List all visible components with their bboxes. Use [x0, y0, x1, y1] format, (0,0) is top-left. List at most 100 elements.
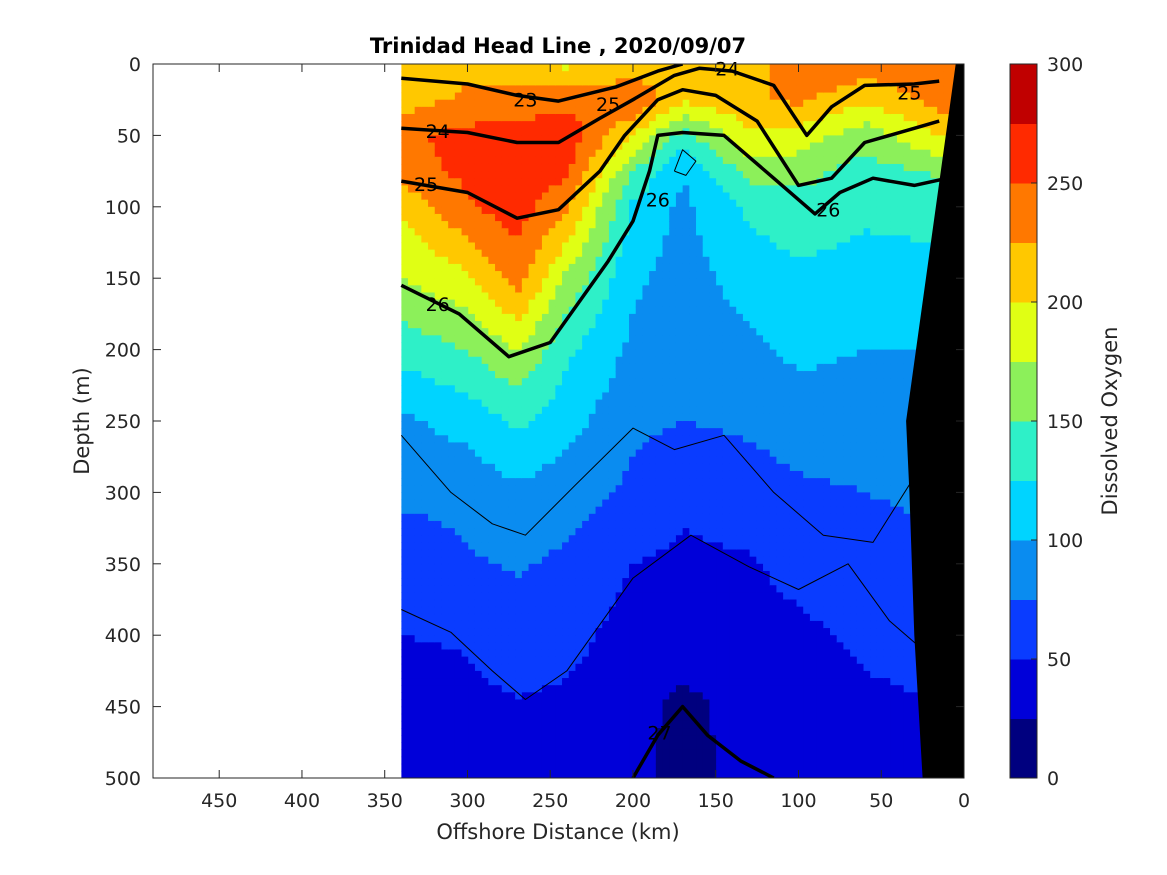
oxygen-cell [434, 99, 443, 108]
oxygen-cell [568, 285, 577, 294]
oxygen-cell [716, 570, 724, 579]
oxygen-cell [528, 628, 536, 636]
oxygen-cell [428, 713, 436, 722]
oxygen-cell [608, 556, 617, 565]
oxygen-cell [649, 506, 657, 515]
oxygen-cell [575, 720, 583, 729]
oxygen-cell [675, 342, 684, 351]
oxygen-cell [541, 163, 550, 172]
oxygen-cell [521, 292, 530, 301]
oxygen-cell [421, 449, 429, 458]
oxygen-cell [629, 670, 637, 679]
oxygen-cell [608, 128, 617, 136]
oxygen-cell [461, 749, 469, 758]
oxygen-cell [441, 371, 449, 379]
oxygen-cell [722, 213, 731, 222]
oxygen-cell [548, 142, 556, 151]
oxygen-cell [682, 399, 690, 408]
oxygen-cell [642, 356, 650, 365]
oxygen-cell [716, 106, 724, 115]
oxygen-cell [689, 185, 697, 194]
oxygen-cell [428, 449, 436, 458]
oxygen-cell [481, 128, 489, 136]
oxygen-cell [702, 335, 711, 344]
oxygen-cell [582, 356, 590, 365]
oxygen-cell [428, 156, 436, 165]
oxygen-cell [675, 720, 684, 729]
oxygen-cell [401, 713, 409, 722]
oxygen-cell [488, 178, 496, 186]
oxygen-cell [488, 106, 496, 115]
oxygen-cell [595, 321, 603, 329]
oxygen-cell [575, 156, 583, 165]
oxygen-cell [528, 71, 536, 79]
oxygen-cell [407, 756, 416, 765]
oxygen-cell [669, 342, 677, 351]
oxygen-cell [588, 92, 597, 101]
oxygen-cell [675, 192, 684, 201]
oxygen-cell [595, 506, 603, 515]
oxygen-cell [407, 406, 416, 415]
oxygen-cell [588, 142, 597, 151]
oxygen-cell [555, 378, 563, 386]
oxygen-cell [682, 513, 690, 522]
oxygen-cell [615, 392, 623, 401]
oxygen-cell [582, 413, 590, 422]
oxygen-cell [675, 213, 684, 222]
oxygen-cell [488, 678, 496, 686]
oxygen-cell [481, 185, 489, 194]
oxygen-cell [428, 463, 436, 472]
oxygen-cell [541, 221, 550, 229]
oxygen-cell [716, 292, 724, 301]
oxygen-cell [407, 199, 416, 208]
oxygen-cell [582, 620, 590, 629]
oxygen-cell [622, 756, 630, 765]
oxygen-cell [689, 106, 697, 115]
oxygen-cell [461, 592, 469, 601]
oxygen-cell [461, 570, 469, 579]
oxygen-cell [629, 71, 637, 79]
oxygen-cell [709, 528, 717, 536]
oxygen-cell [535, 742, 543, 751]
oxygen-cell [575, 763, 583, 772]
oxygen-cell [608, 156, 617, 165]
oxygen-cell [414, 192, 422, 201]
oxygen-cell [414, 649, 422, 658]
oxygen-cell [635, 463, 644, 472]
oxygen-cell [682, 149, 690, 158]
oxygen-cell [401, 321, 409, 329]
oxygen-cell [588, 285, 597, 294]
oxygen-cell [495, 142, 503, 151]
oxygen-cell [555, 656, 563, 665]
oxygen-cell [474, 570, 483, 579]
oxygen-cell [662, 749, 670, 758]
oxygen-cell [454, 506, 463, 515]
oxygen-cell [535, 470, 543, 479]
oxygen-cell [515, 149, 523, 158]
oxygen-cell [696, 171, 704, 179]
oxygen-cell [535, 720, 543, 729]
oxygen-cell [689, 692, 697, 701]
oxygen-cell [501, 692, 510, 701]
oxygen-cell [582, 406, 590, 415]
oxygen-cell [521, 156, 530, 165]
oxygen-cell [548, 71, 556, 79]
oxygen-cell [575, 321, 583, 329]
oxygen-cell [488, 528, 496, 536]
oxygen-cell [528, 185, 536, 194]
oxygen-cell [454, 449, 463, 458]
oxygen-cell [635, 613, 644, 622]
oxygen-cell [474, 770, 483, 778]
oxygen-cell [689, 656, 697, 665]
oxygen-cell [528, 406, 536, 415]
oxygen-cell [521, 506, 530, 515]
oxygen-cell [441, 192, 449, 201]
oxygen-cell [582, 192, 590, 201]
oxygen-cell [662, 321, 670, 329]
oxygen-cell [562, 321, 570, 329]
oxygen-cell [401, 71, 409, 79]
oxygen-cell [696, 628, 704, 636]
oxygen-cell [548, 570, 556, 579]
oxygen-cell [401, 528, 409, 536]
oxygen-cell [454, 620, 463, 629]
